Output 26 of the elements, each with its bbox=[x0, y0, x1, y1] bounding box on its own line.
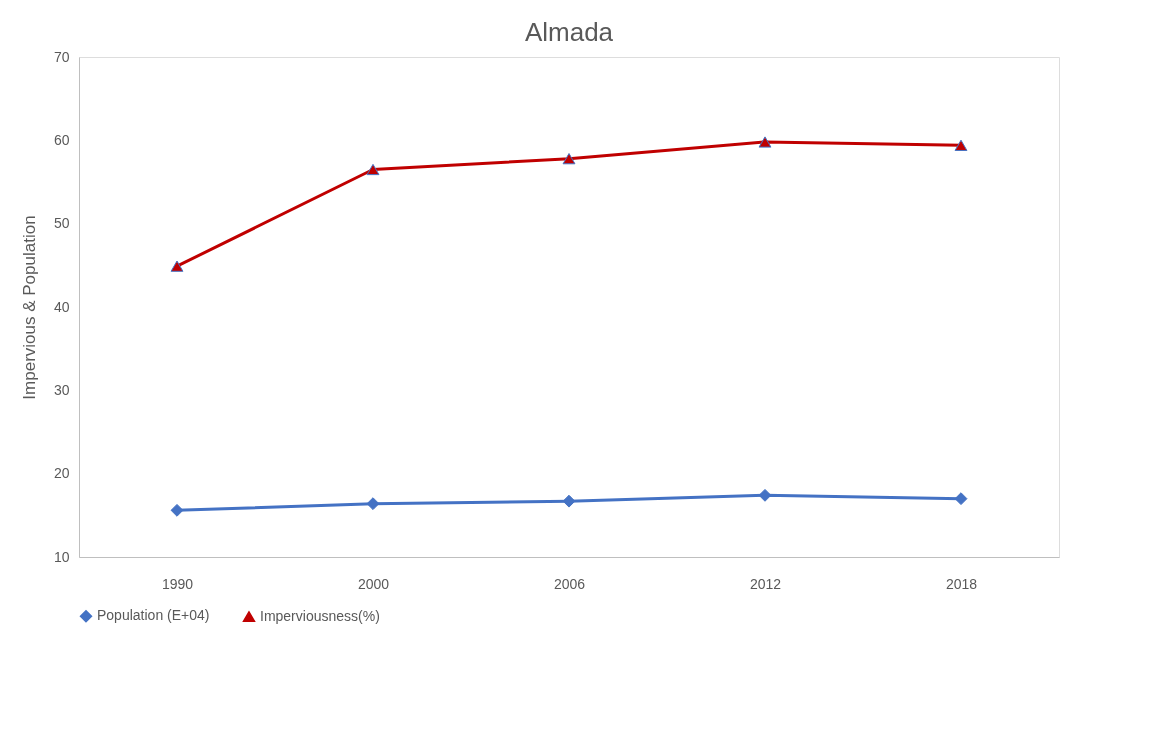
legend-label: Population (E+04) bbox=[97, 607, 210, 624]
y-tick-label: 40 bbox=[53, 298, 70, 315]
y-tick-label: 50 bbox=[53, 215, 70, 232]
point bbox=[366, 497, 380, 511]
point bbox=[758, 136, 772, 148]
y-tick-label: 70 bbox=[53, 48, 70, 65]
y-tick-label: 20 bbox=[53, 465, 70, 482]
chart-title: Almada bbox=[524, 17, 614, 47]
point bbox=[170, 503, 184, 517]
point bbox=[758, 488, 772, 502]
point bbox=[170, 260, 184, 272]
legend-label: Imperviousness(%) bbox=[260, 607, 380, 624]
y-tick-label: 30 bbox=[53, 381, 70, 398]
x-tick-label: 2006 bbox=[553, 575, 586, 592]
y-tick-label: 60 bbox=[53, 131, 70, 148]
point bbox=[366, 163, 380, 176]
y-tick-label: 10 bbox=[53, 548, 70, 565]
point bbox=[954, 139, 968, 151]
point bbox=[562, 153, 576, 165]
point bbox=[954, 492, 968, 506]
x-tick-label: 2018 bbox=[945, 575, 978, 592]
point bbox=[562, 494, 576, 508]
x-tick-label: 2012 bbox=[749, 575, 782, 592]
x-tick-label: 2000 bbox=[357, 575, 390, 592]
x-tick-label: 1990 bbox=[161, 575, 194, 592]
y-axis-title: Impervious & Population bbox=[19, 215, 39, 400]
